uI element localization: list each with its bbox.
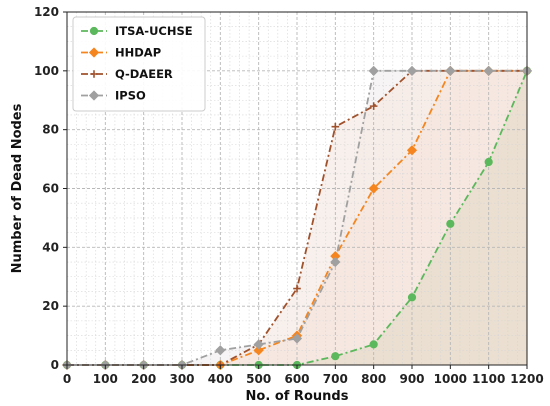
data-point	[369, 340, 378, 349]
data-point	[331, 352, 340, 361]
data-point	[406, 65, 418, 76]
x-tick-label: 500	[246, 372, 271, 386]
data-point	[330, 256, 341, 268]
x-tick-label: 600	[284, 372, 309, 386]
data-point	[483, 65, 494, 76]
legend-marker	[89, 26, 99, 36]
y-tick-label: 100	[34, 64, 59, 78]
x-tick-label: 1200	[510, 372, 543, 386]
data-point	[406, 145, 418, 156]
y-axis-label: Number of Dead Nodes	[10, 103, 25, 273]
area-fill	[67, 70, 527, 365]
data-point	[293, 284, 301, 293]
x-tick-label: 900	[399, 372, 424, 386]
legend-marker	[88, 90, 100, 101]
x-tick-label: 700	[323, 372, 348, 386]
x-tick-label: 200	[131, 372, 156, 386]
y-tick-label: 120	[34, 5, 59, 19]
legend-label: Q-DAEER	[115, 67, 173, 81]
legend-label: IPSO	[115, 89, 146, 103]
x-tick-label: 300	[169, 372, 194, 386]
x-axis-label: No. of Rounds	[246, 389, 349, 404]
legend-label: ITSA-UCHSE	[115, 24, 193, 38]
x-tick-label: 0	[63, 372, 71, 386]
y-tick-label: 0	[51, 358, 59, 372]
y-tick-label: 20	[42, 299, 59, 313]
data-point	[484, 157, 493, 167]
y-tick-label: 80	[42, 123, 59, 137]
legend-item: ITSA-UCHSE	[81, 24, 193, 38]
data-point	[407, 293, 417, 302]
legend-box	[72, 16, 206, 112]
x-tick-label: 800	[361, 372, 386, 386]
legend: ITSA-UCHSE HHDAP Q-DAEER IPSO	[72, 16, 206, 112]
data-point	[215, 345, 226, 356]
x-tick-label: 1100	[472, 372, 505, 386]
legend-item: Q-DAEER	[81, 67, 173, 81]
series-markers	[61, 65, 533, 371]
y-tick-label: 40	[42, 240, 59, 254]
data-point	[446, 219, 455, 228]
data-point	[368, 183, 379, 194]
x-tick-label: 1000	[434, 372, 467, 386]
data-point	[291, 333, 303, 344]
data-point	[331, 122, 340, 131]
data-point	[445, 65, 456, 76]
legend-item: HHDAP	[81, 46, 161, 60]
data-point	[253, 345, 264, 356]
data-point	[368, 65, 379, 76]
y-tick-label: 60	[42, 182, 59, 196]
legend-marker	[88, 47, 100, 58]
axis-ticks: 0 100 200 300 400 500 600 700 800 900 1000 1100 1200…	[34, 5, 544, 386]
legend-marker	[90, 70, 98, 78]
data-point	[369, 102, 378, 110]
legend-item: IPSO	[81, 89, 146, 103]
x-tick-label: 400	[208, 372, 233, 386]
data-point	[253, 339, 264, 350]
x-tick-label: 100	[93, 372, 118, 386]
legend-label: HHDAP	[115, 46, 161, 60]
